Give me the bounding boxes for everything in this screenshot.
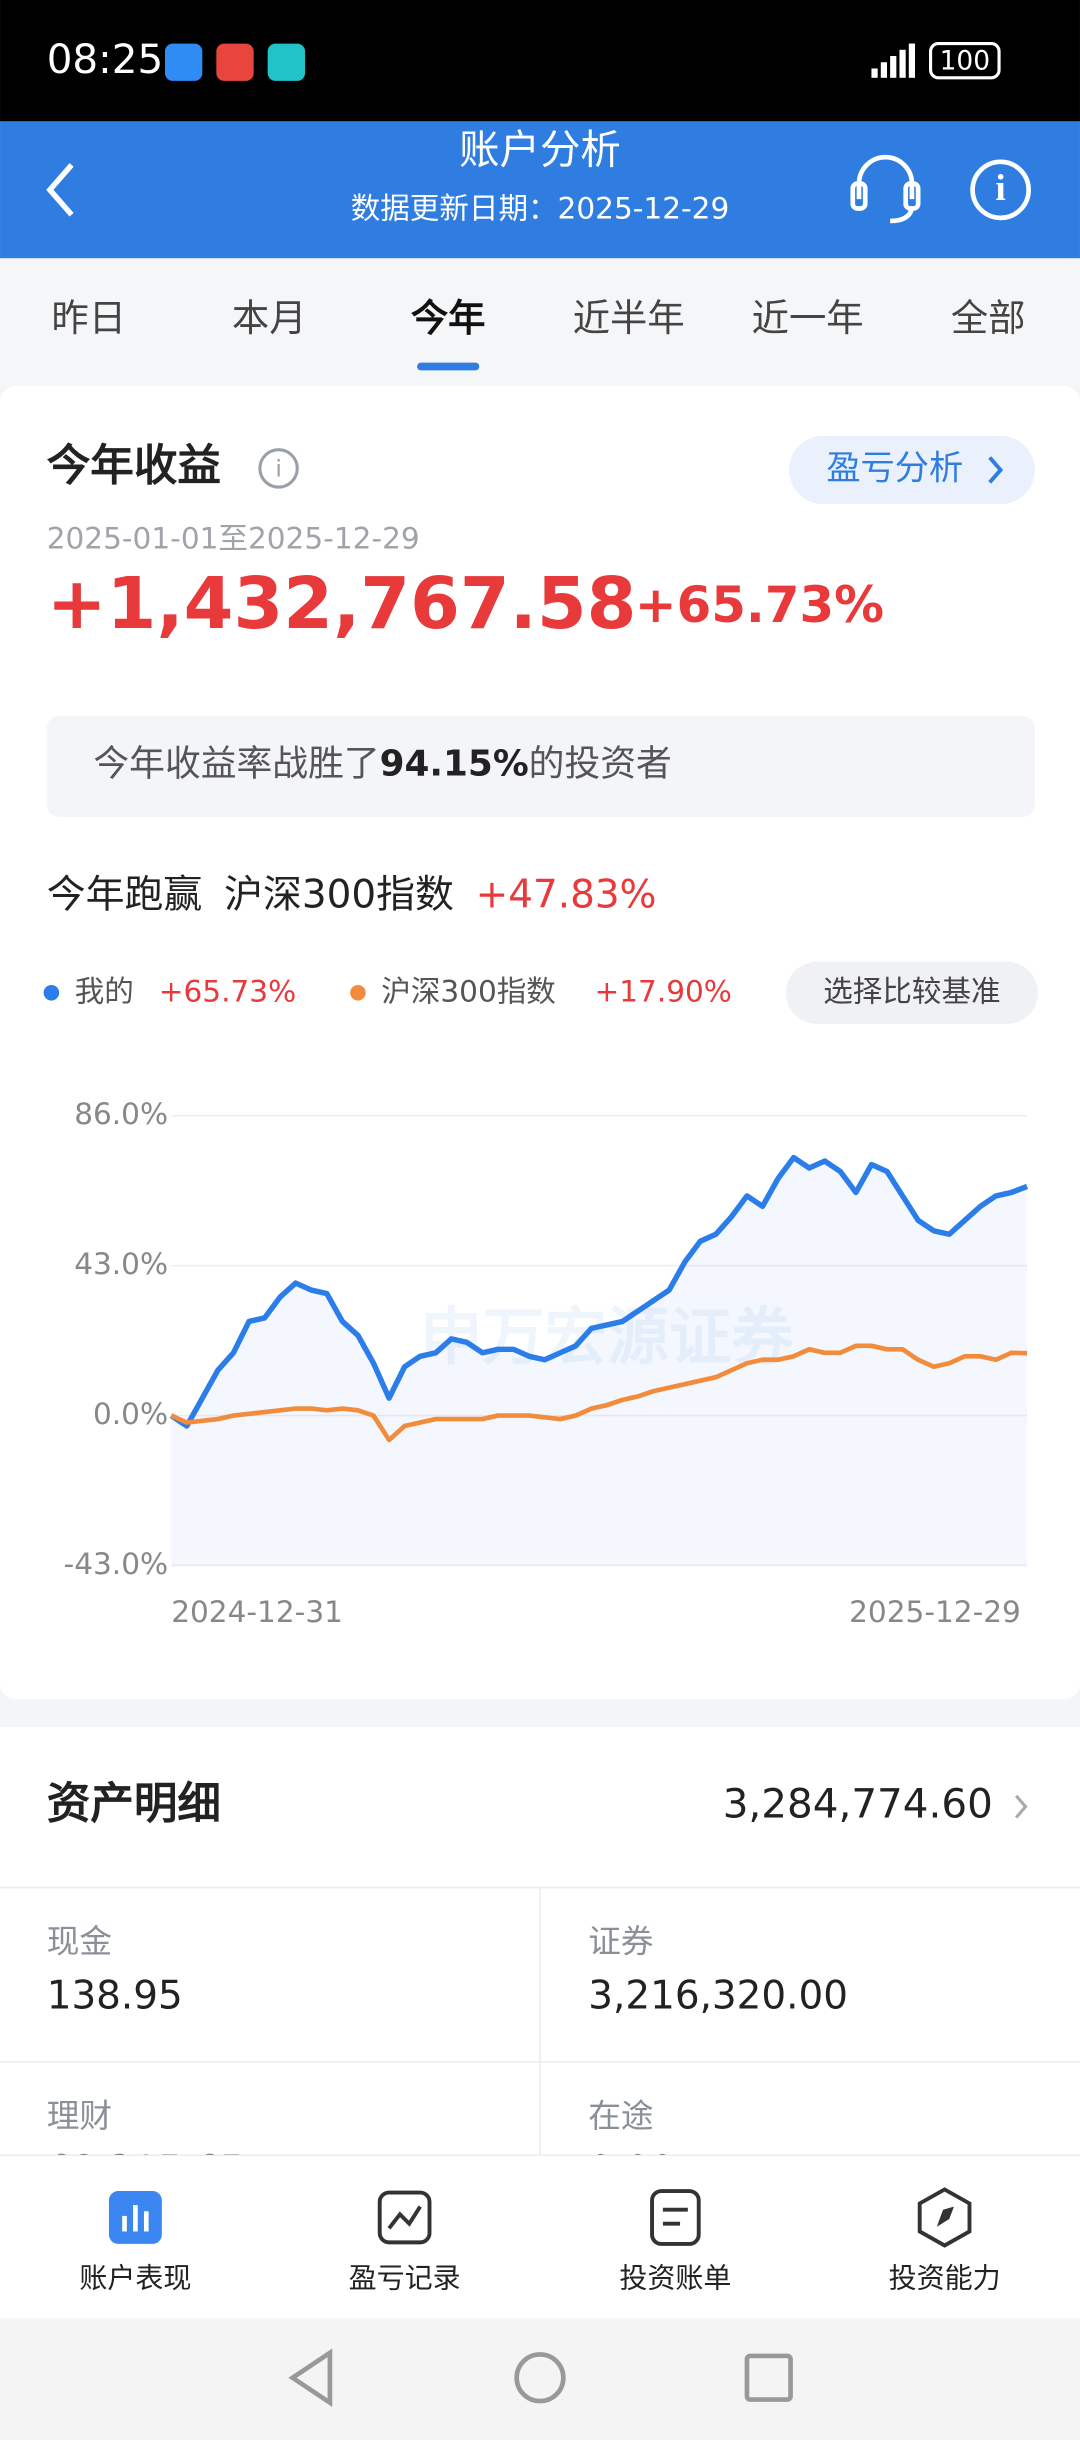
assets-total[interactable]: 3,284,774.60 <box>723 1780 993 1828</box>
tab[interactable]: 今年 <box>411 296 486 340</box>
analysis-button-label: 盈亏分析 <box>826 448 963 488</box>
nav-icon-glyph <box>662 2207 688 2226</box>
beat-before: 今年收益率战胜了 <box>93 744 379 785</box>
nav-icon-glyph <box>936 2206 954 2227</box>
summary-card <box>0 385 1080 1700</box>
tab[interactable]: 近一年 <box>752 296 864 340</box>
app-icon <box>164 43 203 81</box>
x-tick-label: 2024-12-31 <box>171 1595 343 1629</box>
line <box>170 1343 1028 1443</box>
clock: 08:25 <box>47 35 164 83</box>
tab-indicator <box>417 362 480 371</box>
nav-label[interactable]: 投资能力 <box>889 2262 1001 2295</box>
asset-label: 理财 <box>47 2097 112 2135</box>
asset-label: 在途 <box>588 2097 653 2135</box>
header <box>0 121 1080 259</box>
benchmark-button-label: 选择比较基准 <box>823 974 1000 1008</box>
beat-value: 94.15% <box>380 744 529 785</box>
y-tick-label: -43.0% <box>64 1547 169 1581</box>
system-recents[interactable] <box>744 2353 793 2402</box>
chevron <box>1014 1794 1028 1819</box>
bottom-nav <box>0 2155 1080 2319</box>
x-tick-label: 2025-12-29 <box>849 1595 1021 1629</box>
legend-value: +17.90% <box>594 974 731 1008</box>
asset-value: 3,216,320.00 <box>588 1974 848 2019</box>
beat-after: 的投资者 <box>529 744 672 785</box>
asset-value: 0.00 <box>588 2148 675 2193</box>
watermark: 申万宏源证券 <box>420 1300 794 1373</box>
compare-label: 今年跑赢 <box>47 872 203 917</box>
amount: +1,432,767.58 <box>47 562 637 645</box>
signal <box>871 43 916 78</box>
asset-label: 证券 <box>588 1923 653 1961</box>
help-icon-glyph: i <box>275 454 281 482</box>
chevron <box>988 456 1004 484</box>
tab[interactable]: 昨日 <box>51 296 126 340</box>
header-title: 账户分析 <box>459 125 621 173</box>
system-home[interactable] <box>514 2352 566 2404</box>
nav-icon-glyph <box>122 2205 149 2232</box>
legend-dot <box>43 985 60 1001</box>
asset-value: 138.95 <box>47 1974 183 2019</box>
app-icon <box>267 43 306 81</box>
legend-name: 沪深300指数 <box>381 974 556 1008</box>
tab-bar <box>0 258 1080 386</box>
y-tick-label: 43.0% <box>74 1247 168 1281</box>
info-icon: i <box>995 168 1005 209</box>
compare-index: 沪深300指数 <box>224 872 454 917</box>
legend-value: +65.73% <box>159 974 296 1008</box>
compare-diff: +47.83% <box>476 872 657 917</box>
help-icon[interactable] <box>258 448 299 489</box>
beat-box <box>46 715 1035 817</box>
tab[interactable]: 近半年 <box>573 296 685 340</box>
system-nav <box>0 2318 1080 2440</box>
nav-label[interactable]: 投资账单 <box>619 2262 731 2295</box>
asset-label: 现金 <box>47 1923 112 1961</box>
benchmark-button[interactable] <box>785 961 1038 1024</box>
asset-value: 68,315.65 <box>47 2148 245 2193</box>
y-tick-label: 86.0% <box>74 1097 168 1131</box>
period: 2025-01-01至2025-12-29 <box>47 521 420 555</box>
battery-level: 100 <box>940 46 990 77</box>
legend-name: 我的 <box>75 974 134 1008</box>
service-button[interactable] <box>850 154 921 224</box>
nav-icon-glyph <box>387 2205 422 2230</box>
line <box>169 1154 1029 1429</box>
header-subtitle: 数据更新日期：2025-12-29 <box>351 192 730 226</box>
y-tick-label: 0.0% <box>93 1397 168 1431</box>
rate: +65.73% <box>635 576 884 634</box>
summary-title: 今年收益 <box>47 441 221 491</box>
analysis-button[interactable] <box>788 435 1035 505</box>
tab[interactable]: 全部 <box>951 296 1026 340</box>
legend-dot <box>350 985 366 1001</box>
tab[interactable]: 本月 <box>232 296 307 340</box>
assets-title: 资产明细 <box>47 1780 221 1830</box>
area <box>171 1157 1028 1566</box>
back-button[interactable] <box>46 163 74 217</box>
nav-icon <box>377 2190 432 2245</box>
nav-icon <box>650 2189 701 2246</box>
battery <box>929 42 1001 80</box>
app-icon <box>216 43 254 81</box>
nav-label[interactable]: 盈亏记录 <box>349 2262 461 2295</box>
nav-label[interactable]: 账户表现 <box>79 2262 191 2295</box>
beat-text: 今年收益率战胜了94.15%的投资者 <box>93 744 671 785</box>
compare-text: 今年跑赢 沪深300指数 +47.83% <box>47 872 657 917</box>
nav-icon <box>917 2187 972 2248</box>
system-back[interactable] <box>288 2348 333 2408</box>
info-button[interactable] <box>970 159 1031 221</box>
